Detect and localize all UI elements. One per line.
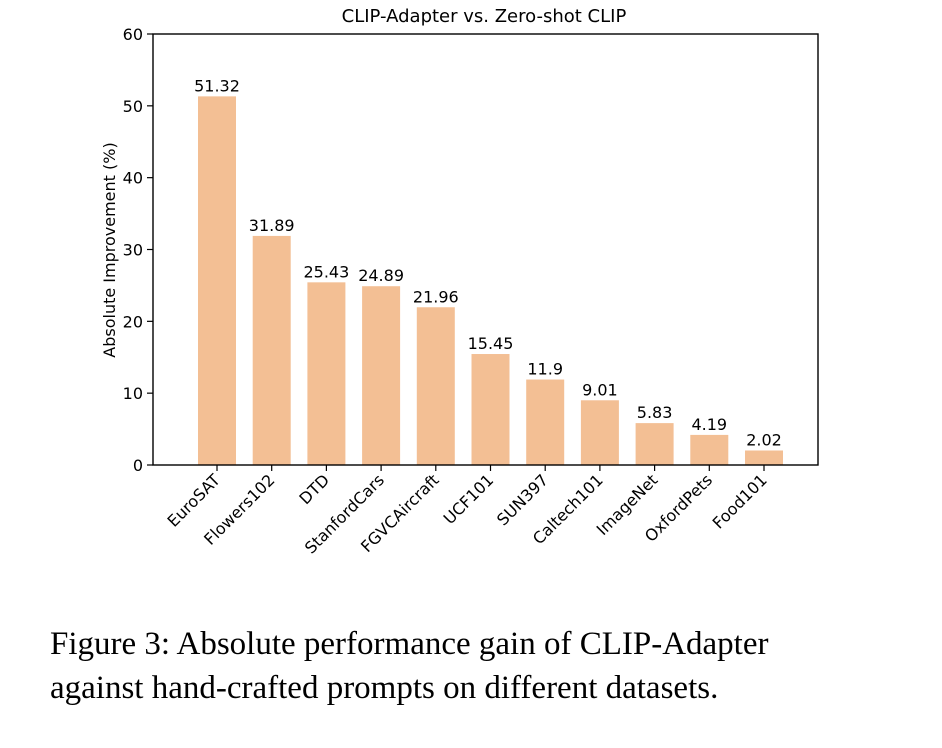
bar-sun397 xyxy=(526,379,565,465)
bar-eurosat xyxy=(198,96,236,466)
y-tick-label: 40 xyxy=(123,169,143,188)
data-label: 21.96 xyxy=(413,287,459,306)
caption-line-1: Figure 3: Absolute performance gain of C… xyxy=(50,626,769,662)
y-tick-label: 60 xyxy=(123,25,143,44)
y-tick-label: 50 xyxy=(123,97,143,116)
data-label: 11.9 xyxy=(527,360,563,379)
plot-frame xyxy=(152,33,819,466)
data-label: 25.43 xyxy=(303,262,349,281)
bar-ucf101 xyxy=(471,354,510,465)
bar-chart: CLIP-Adapter vs. Zero-shot CLIP Absolute… xyxy=(100,6,819,557)
caption-line-2: against hand-crafted prompts on differen… xyxy=(50,670,719,706)
y-tick-label: 30 xyxy=(123,241,143,260)
y-axis-title: Absolute Improvement (%) xyxy=(100,142,119,357)
bar-food101 xyxy=(745,450,783,465)
x-tick-label: UCF101 xyxy=(440,470,498,528)
y-tick-label: 20 xyxy=(123,312,143,331)
data-label: 31.89 xyxy=(249,216,295,235)
data-label: 4.19 xyxy=(691,415,727,434)
x-tick-label: Food101 xyxy=(709,470,771,532)
chart-title: CLIP-Adapter vs. Zero-shot CLIP xyxy=(342,6,627,27)
bar-oxfordpets xyxy=(690,434,729,465)
bar-flowers102 xyxy=(252,235,291,465)
bar-dtd xyxy=(307,282,346,465)
figure-caption: Figure 3: Absolute performance gain of C… xyxy=(50,622,930,710)
data-label: 9.01 xyxy=(582,380,618,399)
y-tick-label: 10 xyxy=(123,384,143,403)
bar-imagenet xyxy=(635,423,674,465)
x-tick-label: DTD xyxy=(295,470,333,508)
data-label: 15.45 xyxy=(468,334,514,353)
data-label: 5.83 xyxy=(637,403,673,422)
bar-fgvcaircraft xyxy=(416,307,455,465)
bar-caltech101 xyxy=(580,400,619,465)
data-label: 2.02 xyxy=(746,430,782,449)
bar-stanfordcars xyxy=(362,286,401,465)
y-tick-label: 0 xyxy=(133,456,143,475)
data-label: 51.32 xyxy=(194,76,240,95)
data-label: 24.89 xyxy=(358,266,404,285)
